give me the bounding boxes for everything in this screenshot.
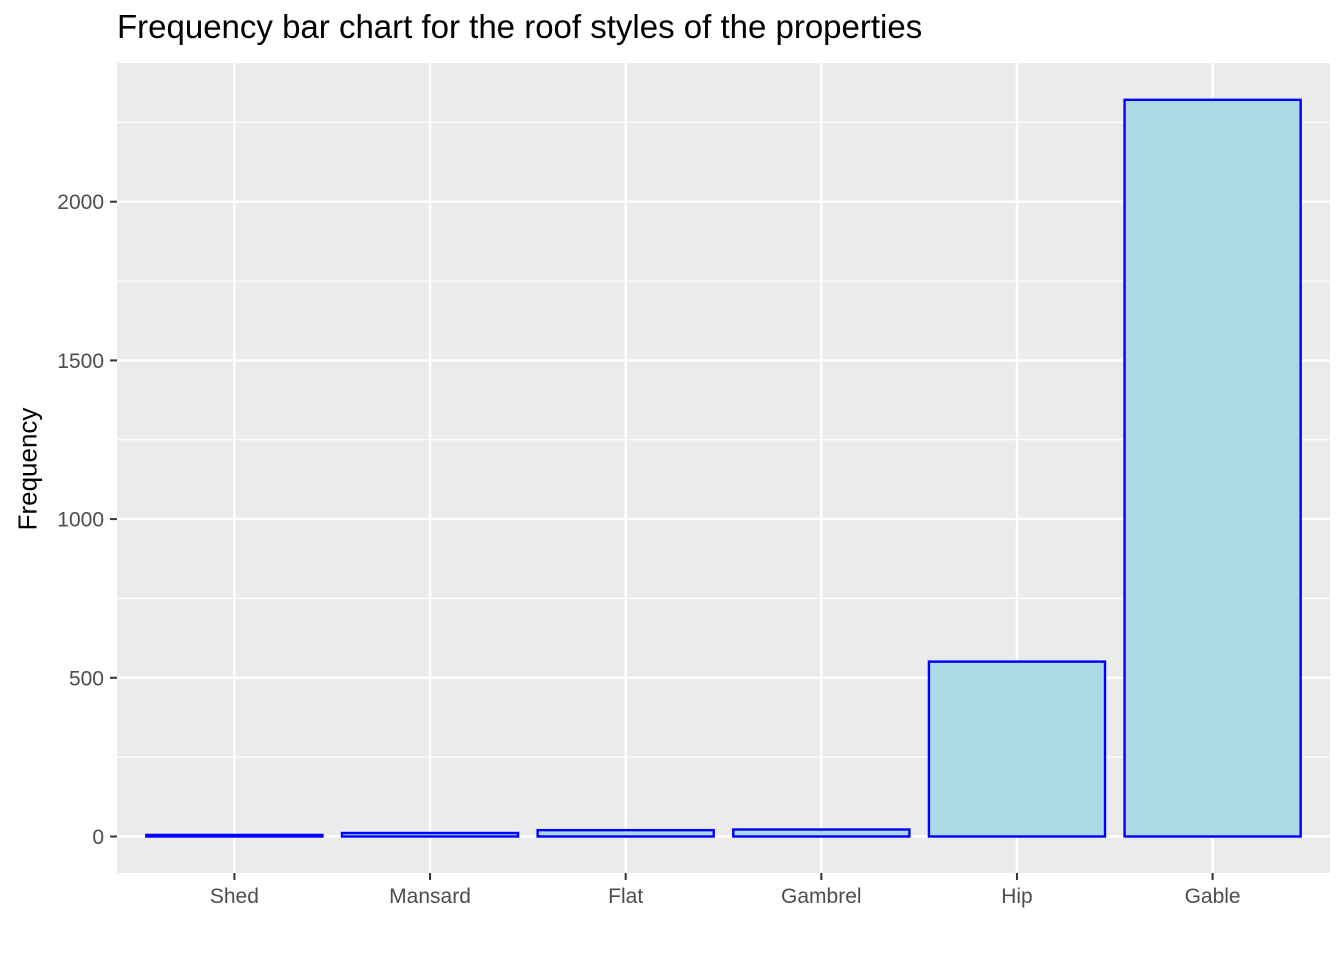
bar-gable (1123, 98, 1302, 838)
bars (145, 98, 1302, 838)
bar-hip (927, 660, 1107, 838)
bar-gambrel (732, 828, 911, 838)
x-tick-label: Mansard (389, 885, 471, 908)
x-axis: Shed Mansard Flat Gambrel Hip Gable (210, 873, 1241, 908)
x-tick-label: Flat (608, 885, 643, 908)
bar-mansard (340, 831, 520, 838)
y-tick-label: 500 (69, 667, 104, 690)
y-tick-label: 1500 (57, 350, 104, 373)
y-axis: 0 500 1000 1500 2000 (57, 191, 117, 849)
x-tick-label: Gable (1185, 885, 1241, 908)
x-tick-label: Gambrel (781, 885, 862, 908)
bar-shed (145, 833, 324, 838)
chart-title: Frequency bar chart for the roof styles … (117, 8, 923, 45)
y-tick-label: 2000 (57, 191, 104, 214)
y-tick-label: 1000 (57, 509, 104, 532)
bar-flat (536, 828, 715, 838)
x-tick-label: Shed (210, 885, 259, 908)
y-tick-label: 0 (92, 826, 104, 849)
x-tick-label: Hip (1001, 885, 1033, 908)
